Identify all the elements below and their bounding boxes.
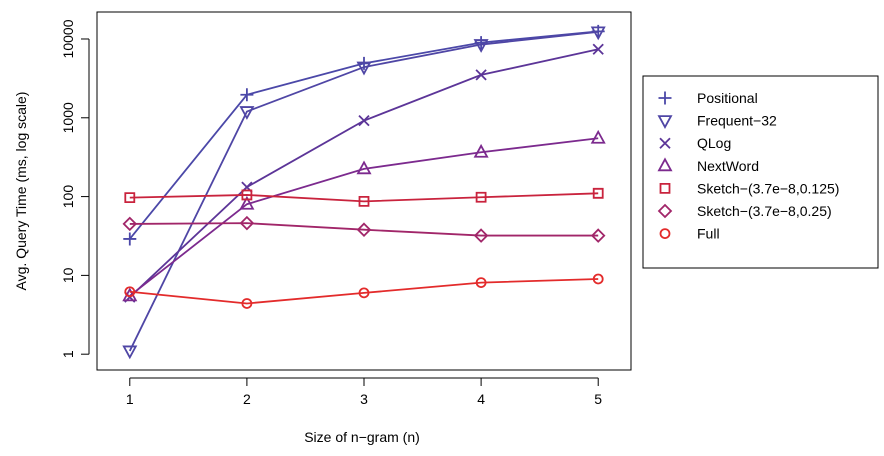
legend-label: Sketch−(3.7e−8,0.125) xyxy=(697,180,839,196)
x-tick-label: 1 xyxy=(126,391,134,407)
data-point xyxy=(590,228,606,243)
legend-item-nextword: NextWord xyxy=(657,157,759,174)
y-tick-label: 100 xyxy=(60,185,76,209)
legend-label: NextWord xyxy=(697,158,759,174)
data-point xyxy=(123,232,137,246)
data-point xyxy=(358,195,370,207)
series-line xyxy=(129,222,599,237)
data-point xyxy=(356,160,372,175)
data-point xyxy=(590,26,606,41)
data-point xyxy=(475,277,487,288)
data-point xyxy=(124,192,136,204)
y-axis: 1 10 100 1000 10000 xyxy=(60,19,90,358)
legend-marker xyxy=(657,157,673,172)
legend-item-positional: Positional xyxy=(658,90,758,106)
data-point xyxy=(473,228,489,243)
data-point xyxy=(356,222,372,237)
legend-item-frequent-32: Frequent−32 xyxy=(657,113,777,129)
data-point xyxy=(239,106,255,120)
y-tick-label: 1 xyxy=(60,350,76,358)
data-point xyxy=(122,216,138,232)
x-axis: 1 2 3 4 5 xyxy=(126,377,602,407)
y-tick-label: 1000 xyxy=(60,102,76,133)
legend-marker xyxy=(659,228,671,240)
data-point xyxy=(473,143,489,158)
data-point xyxy=(241,189,253,201)
data-point xyxy=(475,191,487,203)
data-point xyxy=(592,187,604,199)
data-point xyxy=(241,298,253,309)
y-tick-label: 10000 xyxy=(60,19,76,58)
x-tick-label: 4 xyxy=(477,391,485,407)
y-axis-title: Avg. Query Time (ms, log scale) xyxy=(13,92,29,291)
legend-marker xyxy=(659,137,671,149)
data-point xyxy=(239,215,255,231)
legend-box xyxy=(642,75,879,269)
data-point xyxy=(240,88,254,102)
data-point xyxy=(358,115,370,127)
series-layer xyxy=(122,24,606,360)
legend-item-sketch-3-7e-8-0-125: Sketch−(3.7e−8,0.125) xyxy=(659,180,839,196)
series-line xyxy=(129,192,599,203)
legend-label: Positional xyxy=(697,90,758,106)
legend-item-qlog: QLog xyxy=(659,135,731,151)
x-axis-title: Size of n−gram (n) xyxy=(304,429,420,445)
data-point xyxy=(122,345,138,360)
data-point xyxy=(592,273,604,285)
legend-label: QLog xyxy=(697,135,731,151)
legend: Positional Frequent−32 QLog NextWord Sketch−… xyxy=(642,75,879,269)
data-point xyxy=(592,43,604,55)
legend-item-sketch-3-7e-8-0-25: Sketch−(3.7e−8,0.25) xyxy=(657,203,832,219)
legend-label: Sketch−(3.7e−8,0.25) xyxy=(697,203,832,219)
series-frequent-32 xyxy=(122,26,606,360)
series-line xyxy=(129,137,599,297)
data-point xyxy=(473,39,489,53)
series-line xyxy=(128,31,599,352)
data-point xyxy=(239,195,255,210)
series-line xyxy=(129,278,599,305)
series-sketch-3-7e-8-0-25 xyxy=(122,215,606,243)
legend-item-full: Full xyxy=(659,226,720,242)
x-tick-label: 3 xyxy=(360,391,368,407)
legend-marker xyxy=(657,115,673,129)
data-point xyxy=(356,61,372,76)
legend-label: Frequent−32 xyxy=(697,113,777,129)
data-point xyxy=(124,286,136,298)
y-tick-label: 10 xyxy=(60,267,76,283)
legend-label: Full xyxy=(697,226,720,242)
data-point xyxy=(358,287,370,299)
data-point xyxy=(475,69,487,81)
data-point xyxy=(590,129,606,144)
x-tick-label: 5 xyxy=(594,391,602,407)
series-positional xyxy=(123,24,605,246)
x-tick-label: 2 xyxy=(243,391,251,407)
legend-marker xyxy=(659,183,671,194)
series-sketch-3-7e-8-0-125 xyxy=(124,187,604,207)
plot-frame xyxy=(96,11,632,371)
series-full xyxy=(124,273,604,309)
legend-marker xyxy=(658,91,672,105)
legend-marker xyxy=(657,203,673,219)
